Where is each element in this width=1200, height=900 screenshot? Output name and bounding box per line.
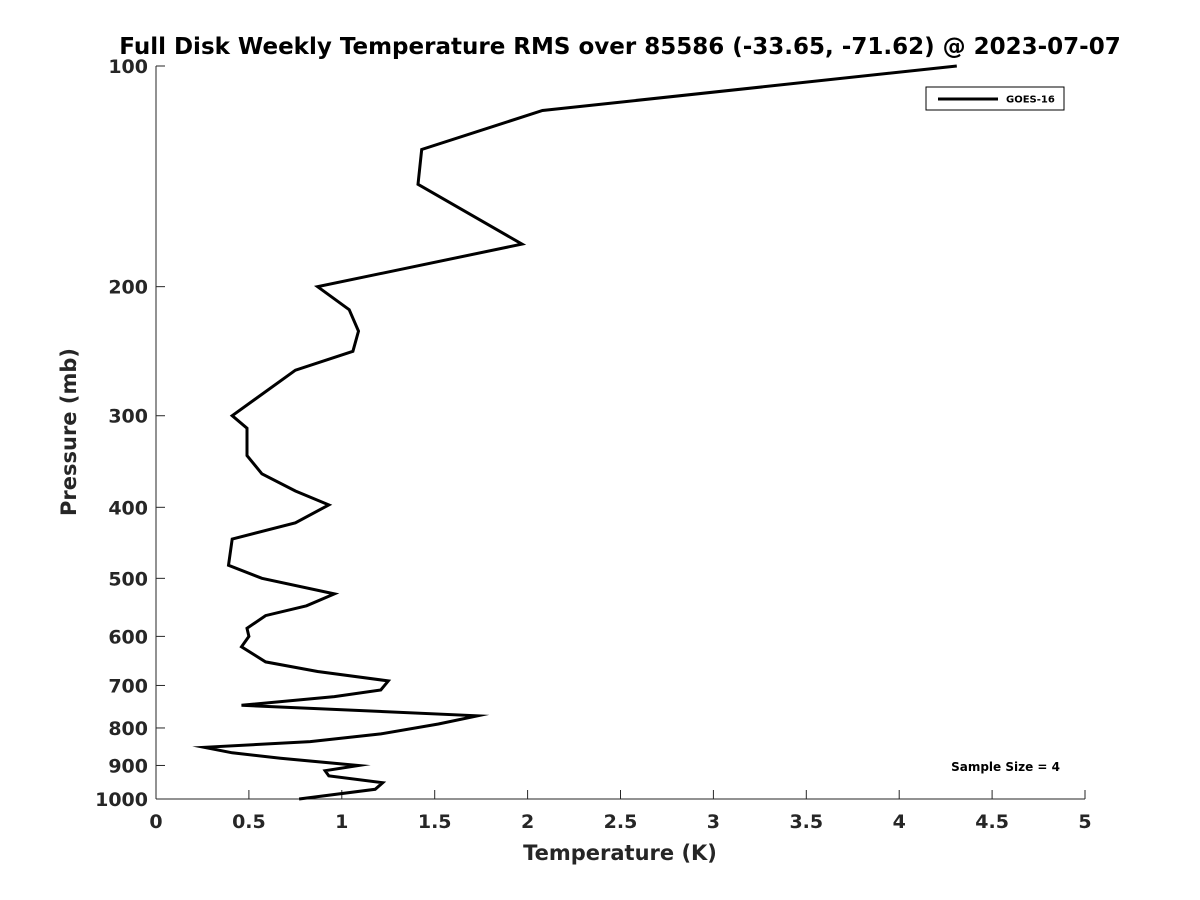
plot-axes: 0 0.5 1 1.5 2 2.5 3 3.5 4 4.5 5 100 200 300 400 500 600 7…: [95, 56, 1092, 833]
x-tick-label: 2: [521, 811, 534, 833]
y-tick-label: 600: [108, 626, 148, 648]
x-tick-label: 4: [893, 811, 906, 833]
x-tick-label: 4.5: [975, 811, 1009, 833]
y-tick-label: 1000: [95, 789, 148, 811]
sample-size-annotation: Sample Size = 4: [951, 760, 1060, 774]
x-tick-label: 1: [335, 811, 348, 833]
x-tick-label: 5: [1078, 811, 1091, 833]
legend-label: GOES-16: [1006, 95, 1055, 106]
x-axis-label: Temperature (K): [523, 841, 717, 865]
series-line-goes-16: [192, 64, 957, 801]
y-tick-label: 700: [108, 675, 148, 697]
y-tick-label: 500: [108, 568, 148, 590]
y-tick-label: 900: [108, 755, 148, 777]
y-tick-label: 300: [108, 406, 148, 428]
y-axis-label: Pressure (mb): [57, 348, 81, 516]
y-tick-label: 400: [108, 497, 148, 519]
x-tick-label: 0.5: [232, 811, 266, 833]
y-tick-label: 800: [108, 718, 148, 740]
x-tick-label: 0: [149, 811, 162, 833]
legend: GOES-16: [925, 86, 1065, 111]
x-tick-label: 2.5: [604, 811, 638, 833]
x-tick-label: 3.5: [789, 811, 823, 833]
chart-title: Full Disk Weekly Temperature RMS over 85…: [119, 34, 1121, 60]
x-tick-label: 3: [707, 811, 720, 833]
y-tick-label: 200: [108, 277, 148, 299]
y-tick-label: 100: [108, 56, 148, 78]
plot-marks: [192, 64, 957, 801]
x-tick-label: 1.5: [418, 811, 452, 833]
